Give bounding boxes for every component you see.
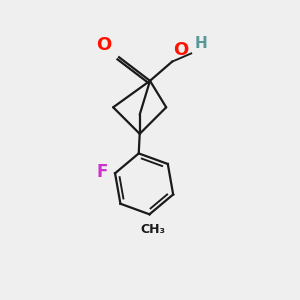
Text: O: O bbox=[174, 41, 189, 59]
Text: CH₃: CH₃ bbox=[140, 223, 165, 236]
Text: F: F bbox=[96, 163, 108, 181]
Text: H: H bbox=[194, 36, 207, 51]
Text: O: O bbox=[97, 36, 112, 54]
